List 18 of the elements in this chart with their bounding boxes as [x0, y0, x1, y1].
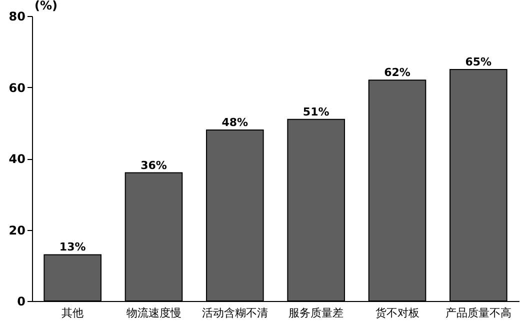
data-label: 36% [140, 158, 167, 172]
y-tick-label: 0 [17, 294, 26, 308]
y-tick-label: 80 [8, 10, 26, 24]
data-label: 65% [465, 55, 492, 68]
x-tick-label: 产品质量不高 [445, 306, 512, 320]
y-tick-label: 20 [8, 223, 26, 238]
y-axis-title: (%) [34, 0, 58, 12]
y-tick-label: 40 [8, 152, 26, 166]
x-tick-label: 服务质量差 [288, 306, 344, 320]
data-label: 13% [59, 240, 86, 254]
data-label: 51% [302, 105, 330, 118]
x-tick-label: 物流速度慢 [126, 306, 182, 320]
x-tick-label: 货不对板 [375, 306, 420, 320]
x-tick-label: 其他 [62, 306, 84, 320]
data-label: 48% [222, 116, 248, 129]
x-tick-label: 活动含糊不清 [202, 306, 268, 320]
y-tick-label: 60 [8, 80, 26, 95]
data-label: 62% [384, 66, 410, 80]
